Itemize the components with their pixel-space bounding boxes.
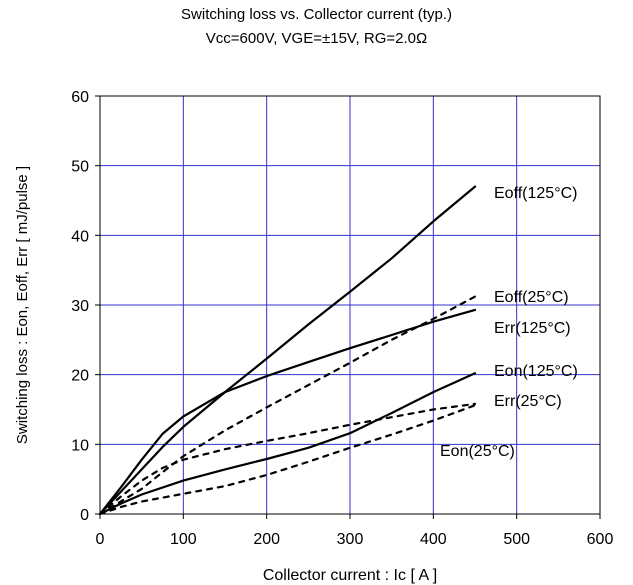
- y-tick-label-50: 50: [71, 159, 89, 176]
- x-tick-label-500: 500: [503, 531, 530, 548]
- series-line-err-25-c: [98, 402, 477, 516]
- series-line-err-125-c: [98, 308, 477, 516]
- series-annotations: Eoff(125°C) Eoff(25°C) Err(125°C) Eon(12…: [440, 185, 578, 460]
- label-eon-25: Eon(25°C): [440, 443, 515, 460]
- y-tick-label-20: 20: [71, 368, 89, 385]
- y-tick-label-10: 10: [71, 437, 89, 454]
- label-err-25: Err(25°C): [494, 393, 562, 410]
- y-tick-label-30: 30: [71, 298, 89, 315]
- y-tick-label-40: 40: [71, 228, 89, 245]
- series-lines: [98, 185, 477, 516]
- chart-subtitle: Vcc=600V, VGE=±15V, RG=2.0Ω: [205, 30, 428, 47]
- chart-title: Switching loss vs. Collector current (ty…: [181, 6, 452, 23]
- x-tick-label-300: 300: [337, 531, 364, 548]
- grid: [100, 96, 600, 514]
- label-err-125: Err(125°C): [494, 320, 571, 337]
- label-eon-125: Eon(125°C): [494, 363, 578, 380]
- y-axis-label: Switching loss : Eon, Eoff, Err [ mJ/pul…: [14, 166, 31, 444]
- x-axis-label: Collector current : Ic [ A ]: [263, 567, 437, 584]
- x-tick-label-400: 400: [420, 531, 447, 548]
- label-eoff-125: Eoff(125°C): [494, 185, 577, 202]
- tick-marks: [95, 95, 601, 519]
- x-tick-label-0: 0: [96, 531, 105, 548]
- y-tick-label-0: 0: [80, 507, 89, 524]
- series-line-eon-125-c: [98, 372, 477, 516]
- tick-labels: 0 100 200 300 400 500 600 0 10 20 30 40 50 60: [71, 89, 613, 548]
- x-tick-label-600: 600: [587, 531, 614, 548]
- y-tick-label-60: 60: [71, 89, 89, 106]
- series-line-eoff-125-c: [98, 185, 477, 516]
- series-line-eoff-25-c: [98, 295, 477, 516]
- series-line-eon-25-c: [98, 404, 477, 516]
- x-tick-label-100: 100: [170, 531, 197, 548]
- label-eoff-25: Eoff(25°C): [494, 289, 569, 306]
- x-tick-label-200: 200: [253, 531, 280, 548]
